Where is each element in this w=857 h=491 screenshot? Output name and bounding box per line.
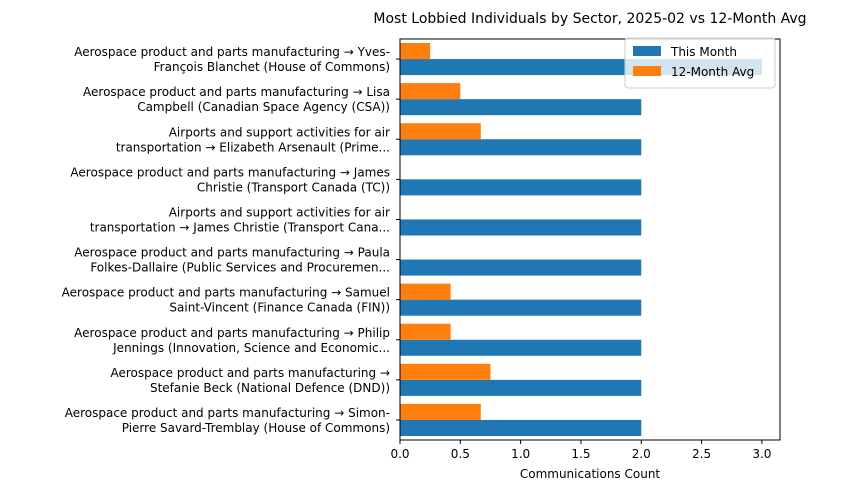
x-tick-label: 0.0 xyxy=(390,447,409,461)
y-tick-label: Airports and support activities for air t… xyxy=(116,125,390,154)
bar-this-month-8 xyxy=(400,379,642,396)
bars-group xyxy=(400,43,762,436)
bar-12-month-avg-7 xyxy=(400,323,451,340)
plot-frame xyxy=(399,38,781,441)
legend-box xyxy=(624,37,776,89)
bar-12-month-avg-6 xyxy=(400,283,451,300)
y-tick-label: Aerospace product and parts manufacturin… xyxy=(83,85,390,114)
bar-12-month-avg-8 xyxy=(400,363,491,380)
legend-swatch-0 xyxy=(633,46,661,56)
bar-this-month-6 xyxy=(400,299,642,316)
legend-label-1: 12-Month Avg xyxy=(671,65,754,79)
bar-this-month-7 xyxy=(400,339,642,356)
x-tick-label: 2.0 xyxy=(632,447,651,461)
bar-12-month-avg-9 xyxy=(400,403,481,420)
y-tick-label: Aerospace product and parts manufacturin… xyxy=(74,246,390,275)
bar-12-month-avg-0 xyxy=(400,43,431,60)
bar-12-month-avg-2 xyxy=(400,123,481,140)
legend-swatch-1 xyxy=(633,66,661,76)
bar-this-month-2 xyxy=(400,139,642,156)
bar-this-month-3 xyxy=(400,179,642,196)
x-tick-label: 1.0 xyxy=(511,447,530,461)
legend-label-0: This Month xyxy=(670,45,737,59)
y-tick-labels: Aerospace product and parts manufacturin… xyxy=(62,45,400,435)
chart-title: Most Lobbied Individuals by Sector, 2025… xyxy=(373,11,806,27)
x-tick-label: 0.5 xyxy=(451,447,470,461)
y-tick-label: Aerospace product and parts manufacturin… xyxy=(62,286,390,315)
x-axis-label: Communications Count xyxy=(520,467,661,481)
bar-12-month-avg-1 xyxy=(400,83,461,100)
y-tick-label: Aerospace product and parts manufacturin… xyxy=(65,406,390,435)
bar-this-month-9 xyxy=(400,419,642,436)
x-tick-label: 2.5 xyxy=(692,447,711,461)
y-tick-label: Aerospace product and parts manufacturin… xyxy=(74,45,390,74)
legend: This Month 12-Month Avg xyxy=(624,37,776,89)
y-tick-label: Airports and support activities for air t… xyxy=(90,205,390,234)
x-tick-label: 1.5 xyxy=(571,447,590,461)
bar-this-month-4 xyxy=(400,219,642,236)
y-tick-label: Aerospace product and parts manufacturin… xyxy=(74,326,390,355)
bar-this-month-5 xyxy=(400,259,642,276)
bar-this-month-1 xyxy=(400,99,642,116)
y-tick-label: Aerospace product and parts manufacturin… xyxy=(110,366,390,395)
x-tick-labels: 0.0 0.5 1.0 1.5 2.0 2.5 3.0 xyxy=(390,440,771,461)
y-tick-label: Aerospace product and parts manufacturin… xyxy=(70,165,390,194)
x-tick-label: 3.0 xyxy=(752,447,771,461)
